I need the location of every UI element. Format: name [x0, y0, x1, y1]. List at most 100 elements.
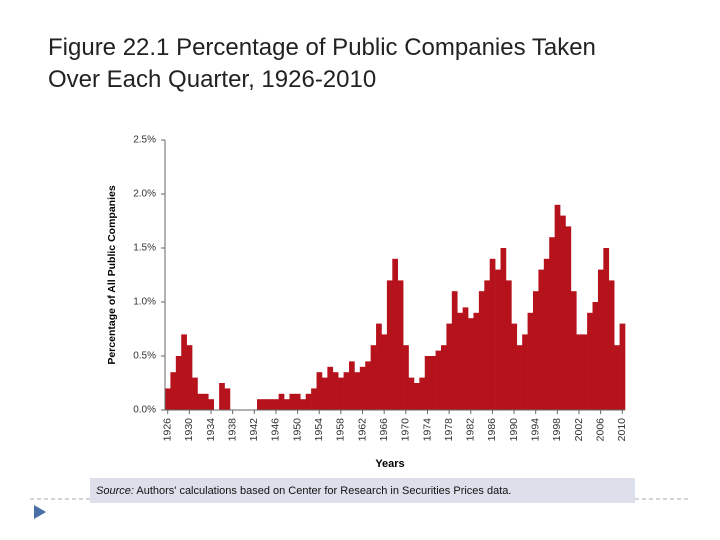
bar [554, 204, 561, 410]
bar [522, 334, 528, 410]
x-tick-label: 1974 [421, 418, 433, 442]
bar [273, 399, 279, 410]
x-tick-label: 1930 [183, 418, 195, 442]
bar [186, 345, 193, 410]
bar [543, 258, 550, 410]
bar [516, 345, 523, 410]
x-tick-label: 1958 [335, 418, 347, 442]
bar [424, 356, 431, 410]
bar [359, 366, 366, 410]
x-tick-label: 1998 [551, 418, 563, 442]
bar [435, 350, 442, 410]
bar [224, 388, 231, 410]
bar [311, 388, 317, 410]
bar [300, 399, 307, 410]
bar [397, 280, 404, 410]
bar [294, 393, 301, 410]
y-axis-label: Percentage of All Public Companies [106, 185, 118, 364]
bar [597, 269, 604, 410]
bar [614, 345, 620, 410]
title-line: Over Each Quarter, 1926-2010 [48, 66, 376, 93]
source-label: Source: [96, 485, 134, 497]
x-tick-label: 1938 [226, 418, 238, 442]
x-tick-label: 1946 [270, 418, 282, 442]
y-tick-label: 1.0% [133, 297, 156, 308]
bar [332, 372, 339, 410]
x-tick-label: 2010 [616, 418, 628, 442]
bar [619, 323, 626, 410]
bar [603, 248, 610, 410]
bar [349, 361, 355, 410]
bar [316, 372, 323, 410]
bar [170, 372, 177, 410]
x-tick-label: 1954 [313, 418, 325, 442]
y-tick-label: 0.0% [133, 405, 156, 416]
bar [338, 377, 344, 410]
bar [354, 372, 361, 410]
bar [219, 383, 225, 410]
x-tick-label: 1942 [248, 418, 260, 442]
bar [392, 258, 399, 410]
y-tick-label: 1.5% [133, 243, 156, 254]
bar [473, 312, 480, 410]
x-tick-label: 1950 [291, 418, 303, 442]
x-axis-label: Years [375, 458, 404, 470]
bar [462, 307, 469, 410]
bar [468, 318, 474, 410]
bar [257, 399, 263, 410]
bar [592, 302, 599, 410]
slide-title: Figure 22.1 Percentage of Public Compani… [48, 34, 596, 93]
bar [441, 345, 447, 410]
x-tick-label: 1970 [400, 418, 412, 442]
bar [208, 399, 215, 410]
bar [446, 323, 453, 410]
bar [165, 388, 171, 410]
bar [365, 361, 371, 410]
bar [570, 291, 577, 410]
bar [381, 334, 388, 410]
bar [327, 366, 334, 410]
bar [267, 399, 274, 410]
bar [484, 280, 491, 410]
y-tick-label: 2.5% [133, 135, 156, 146]
x-tick-label: 1978 [443, 418, 455, 442]
bar [549, 237, 555, 410]
bar [408, 377, 415, 410]
bar [505, 280, 512, 410]
bar [376, 323, 382, 410]
y-tick-label: 2.0% [133, 189, 156, 200]
bar [284, 399, 290, 410]
x-tick-label: 2002 [573, 418, 585, 442]
bar [386, 280, 393, 410]
source-box [90, 478, 635, 503]
bullet [34, 505, 46, 519]
source-text: Authors' calculations based on Center fo… [136, 485, 511, 497]
bar [451, 291, 458, 410]
bar [576, 334, 583, 410]
bar [565, 226, 572, 410]
bar [202, 393, 209, 410]
bar [587, 312, 593, 410]
bar [538, 269, 545, 410]
x-tick-label: 1990 [508, 418, 520, 442]
bar [419, 377, 426, 410]
bar [262, 399, 269, 410]
x-tick-label: 1966 [378, 418, 390, 442]
bar [457, 312, 463, 410]
bar [192, 377, 198, 410]
bar [478, 291, 485, 410]
source-note: Source: Authors' calculations based on C… [96, 485, 511, 497]
bar [581, 334, 588, 410]
x-tick-label: 1986 [486, 418, 498, 442]
bar [305, 393, 312, 410]
x-tick-label: 1934 [205, 418, 217, 442]
y-tick-label: 0.5% [133, 351, 156, 362]
bar [560, 215, 566, 410]
x-tick-label: 1962 [356, 418, 368, 442]
bar [489, 258, 496, 410]
x-tick-label: 1994 [529, 418, 541, 442]
bar [495, 269, 501, 410]
bar [413, 383, 420, 410]
bar [500, 248, 507, 410]
x-tick-label: 1926 [161, 418, 173, 442]
